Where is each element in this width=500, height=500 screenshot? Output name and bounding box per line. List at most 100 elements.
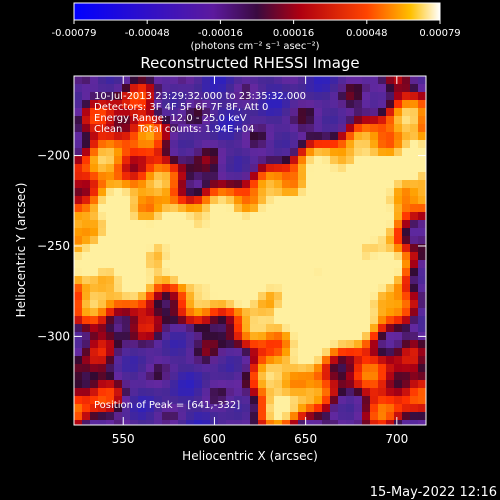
heatmap-cell — [274, 180, 282, 188]
heatmap-cell — [242, 364, 250, 372]
heatmap-cell — [98, 268, 106, 276]
heatmap-cell — [250, 420, 258, 425]
annotation-peak: Position of Peak = [641,-332] — [94, 400, 240, 411]
heatmap-cell — [322, 324, 330, 332]
heatmap-cell — [90, 260, 98, 268]
heatmap-cell — [354, 332, 362, 340]
heatmap-cell — [162, 108, 170, 116]
heatmap-cell — [122, 364, 130, 372]
heatmap-cell — [170, 316, 178, 324]
heatmap-cell — [186, 188, 194, 196]
heatmap-cell — [194, 276, 202, 284]
heatmap-cell — [394, 332, 402, 340]
heatmap-cell — [186, 332, 194, 340]
heatmap-cell — [122, 268, 130, 276]
heatmap-cell — [90, 348, 98, 356]
heatmap-cell — [234, 316, 242, 324]
heatmap-cell — [250, 244, 258, 252]
heatmap-cell — [290, 244, 298, 252]
heatmap-cell — [250, 348, 258, 356]
heatmap-cell — [314, 364, 322, 372]
heatmap-cell — [250, 196, 258, 204]
heatmap-cell — [418, 292, 426, 300]
heatmap-cell — [154, 228, 162, 236]
heatmap-cell — [98, 300, 106, 308]
heatmap-cell — [394, 308, 402, 316]
heatmap-cell — [394, 180, 402, 188]
heatmap-cell — [402, 140, 410, 148]
heatmap-cell — [330, 188, 338, 196]
heatmap-cell — [346, 380, 354, 388]
heatmap-cell — [330, 396, 338, 404]
heatmap-cell — [114, 372, 122, 380]
heatmap-cell — [114, 404, 122, 412]
heatmap-cell — [170, 164, 178, 172]
heatmap-cell — [346, 164, 354, 172]
heatmap-cell — [338, 172, 346, 180]
heatmap-cell — [98, 284, 106, 292]
heatmap-cell — [162, 324, 170, 332]
heatmap-cell — [234, 180, 242, 188]
heatmap-cell — [178, 396, 186, 404]
heatmap-cell — [330, 260, 338, 268]
heatmap-cell — [354, 108, 362, 116]
heatmap-cell — [346, 340, 354, 348]
heatmap-cell — [322, 108, 330, 116]
heatmap-cell — [346, 260, 354, 268]
heatmap-cell — [338, 156, 346, 164]
heatmap-cell — [146, 204, 154, 212]
heatmap-cell — [290, 324, 298, 332]
heatmap-cell — [122, 356, 130, 364]
heatmap-cell — [130, 212, 138, 220]
heatmap-cell — [290, 404, 298, 412]
heatmap-cell — [410, 268, 418, 276]
heatmap-cell — [250, 356, 258, 364]
heatmap-cell — [178, 324, 186, 332]
heatmap-cell — [194, 396, 202, 404]
heatmap-cell — [282, 204, 290, 212]
heatmap-cell — [290, 140, 298, 148]
heatmap-cell — [258, 380, 266, 388]
heatmap-cell — [146, 140, 154, 148]
heatmap-cell — [242, 300, 250, 308]
heatmap-cell — [370, 372, 378, 380]
heatmap-cell — [210, 148, 218, 156]
heatmap-cell — [322, 268, 330, 276]
heatmap-cell — [410, 380, 418, 388]
heatmap-cell — [170, 380, 178, 388]
heatmap-cell — [90, 364, 98, 372]
heatmap-cell — [90, 212, 98, 220]
heatmap-cell — [266, 116, 274, 124]
heatmap-cell — [82, 372, 90, 380]
heatmap-cell — [194, 324, 202, 332]
heatmap-cell — [274, 340, 282, 348]
heatmap-cell — [330, 316, 338, 324]
heatmap-cell — [362, 300, 370, 308]
x-tick-label: 650 — [294, 432, 317, 446]
heatmap-cell — [74, 244, 82, 252]
heatmap-cell — [306, 108, 314, 116]
heatmap-cell — [74, 276, 82, 284]
heatmap-cell — [98, 156, 106, 164]
heatmap-cell — [418, 140, 426, 148]
heatmap-cell — [114, 212, 122, 220]
heatmap-cell — [210, 340, 218, 348]
heatmap-cell — [74, 396, 82, 404]
heatmap-cell — [82, 308, 90, 316]
heatmap-cell — [386, 220, 394, 228]
heatmap-cell — [306, 420, 314, 425]
heatmap-cell — [402, 372, 410, 380]
heatmap-cell — [370, 108, 378, 116]
heatmap-cell — [90, 268, 98, 276]
heatmap-cell — [226, 188, 234, 196]
heatmap-cell — [82, 100, 90, 108]
heatmap-cell — [218, 76, 226, 84]
heatmap-cell — [354, 76, 362, 84]
heatmap-cell — [122, 132, 130, 140]
heatmap-cell — [266, 228, 274, 236]
heatmap-cell — [98, 188, 106, 196]
heatmap-cell — [410, 396, 418, 404]
heatmap-cell — [170, 260, 178, 268]
heatmap-cell — [378, 244, 386, 252]
heatmap-cell — [154, 268, 162, 276]
